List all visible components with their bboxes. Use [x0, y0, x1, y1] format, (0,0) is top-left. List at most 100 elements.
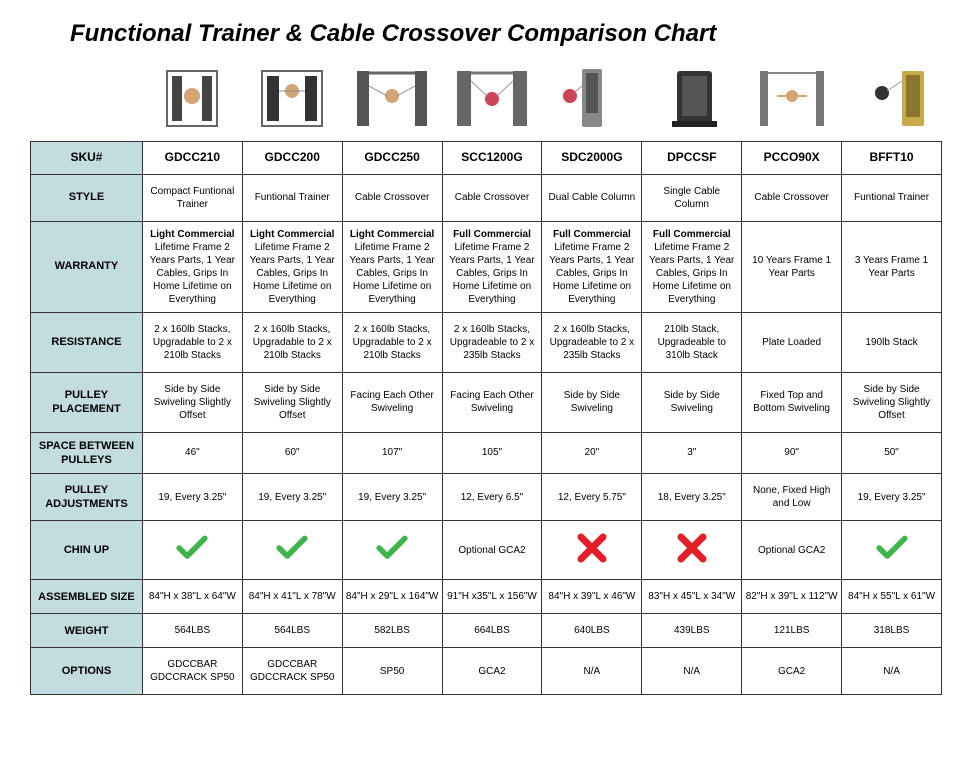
data-cell: 84"H x 29"L x 164"W [342, 580, 442, 614]
data-cell: 46" [142, 432, 242, 474]
data-cell [242, 521, 342, 580]
data-cell [642, 521, 742, 580]
data-cell: Side by Side Swiveling Slightly Offset [842, 372, 942, 432]
product-image [842, 56, 942, 141]
data-cell: 121LBS [742, 614, 842, 648]
data-cell: 12, Every 5.75" [542, 474, 642, 521]
data-cell: 582LBS [342, 614, 442, 648]
data-cell: GDCC210 [142, 142, 242, 175]
data-cell: 12, Every 6.5" [442, 474, 542, 521]
comparison-table: SKU#GDCC210GDCC200GDCC250SCC1200GSDC2000… [30, 141, 942, 695]
data-cell: 19, Every 3.25" [342, 474, 442, 521]
data-cell: Optional GCA2 [742, 521, 842, 580]
data-cell: 84"H x 41"L x 78"W [242, 580, 342, 614]
data-cell: N/A [542, 648, 642, 695]
row-header: SPACE BETWEEN PULLEYS [31, 432, 143, 474]
data-cell: 2 x 160lb Stacks, Upgradable to 2 x 210l… [342, 312, 442, 372]
product-image [642, 56, 742, 141]
data-cell: 82"H x 39"L x 112"W [742, 580, 842, 614]
data-cell: Dual Cable Column [542, 174, 642, 221]
data-cell: GDCCBAR GDCCRACK SP50 [142, 648, 242, 695]
data-cell: 2 x 160lb Stacks, Upgradable to 2 x 210l… [242, 312, 342, 372]
row-header: PULLEY PLACEMENT [31, 372, 143, 432]
data-cell: Funtional Trainer [242, 174, 342, 221]
data-cell: Side by Side Swiveling [642, 372, 742, 432]
data-cell: 564LBS [242, 614, 342, 648]
data-cell: 19, Every 3.25" [142, 474, 242, 521]
data-cell: 318LBS [842, 614, 942, 648]
data-cell: Compact Funtional Trainer [142, 174, 242, 221]
data-cell: SP50 [342, 648, 442, 695]
data-cell: GDCCBAR GDCCRACK SP50 [242, 648, 342, 695]
data-cell: 2 x 160lb Stacks, Upgradeable to 2 x 235… [442, 312, 542, 372]
data-cell: GCA2 [442, 648, 542, 695]
data-cell: Cable Crossover [342, 174, 442, 221]
row-header: RESISTANCE [31, 312, 143, 372]
data-cell: 210lb Stack, Upgradeable to 310lb Stack [642, 312, 742, 372]
data-cell: 10 Years Frame 1 Year Parts [742, 221, 842, 312]
data-cell: BFFT10 [842, 142, 942, 175]
page-title: Functional Trainer & Cable Crossover Com… [70, 20, 950, 48]
product-images-row [142, 56, 950, 141]
data-cell: 664LBS [442, 614, 542, 648]
data-cell: Light CommercialLifetime Frame 2 Years P… [242, 221, 342, 312]
product-image [342, 56, 442, 141]
row-header: CHIN UP [31, 521, 143, 580]
data-cell: 105" [442, 432, 542, 474]
data-cell: SDC2000G [542, 142, 642, 175]
data-cell: Full CommercialLifetime Frame 2 Years Pa… [642, 221, 742, 312]
data-cell: 640LBS [542, 614, 642, 648]
data-cell: Facing Each Other Swiveling [342, 372, 442, 432]
data-cell: 190lb Stack [842, 312, 942, 372]
product-image [142, 56, 242, 141]
row-header: OPTIONS [31, 648, 143, 695]
data-cell: Cable Crossover [742, 174, 842, 221]
data-cell: PCCO90X [742, 142, 842, 175]
product-image [242, 56, 342, 141]
data-cell: Full CommercialLifetime Frame 2 Years Pa… [542, 221, 642, 312]
data-cell: Side by Side Swiveling [542, 372, 642, 432]
data-cell: GDCC250 [342, 142, 442, 175]
check-icon [376, 535, 408, 561]
data-cell: 564LBS [142, 614, 242, 648]
data-cell: DPCCSF [642, 142, 742, 175]
data-cell: 20" [542, 432, 642, 474]
product-image [742, 56, 842, 141]
data-cell: 2 x 160lb Stacks, Upgradeable to 2 x 235… [542, 312, 642, 372]
data-cell: Facing Each Other Swiveling [442, 372, 542, 432]
data-cell: N/A [842, 648, 942, 695]
row-header: ASSEMBLED SIZE [31, 580, 143, 614]
data-cell: 107" [342, 432, 442, 474]
product-image [442, 56, 542, 141]
data-cell: 19, Every 3.25" [242, 474, 342, 521]
x-icon [677, 533, 707, 563]
data-cell: 3" [642, 432, 742, 474]
row-header: SKU# [31, 142, 143, 175]
data-cell: Light CommercialLifetime Frame 2 Years P… [142, 221, 242, 312]
data-cell: Fixed Top and Bottom Swiveling [742, 372, 842, 432]
data-cell: 439LBS [642, 614, 742, 648]
row-header: PULLEY ADJUSTMENTS [31, 474, 143, 521]
data-cell [542, 521, 642, 580]
data-cell: 60" [242, 432, 342, 474]
data-cell: Single Cable Column [642, 174, 742, 221]
data-cell: Light CommercialLifetime Frame 2 Years P… [342, 221, 442, 312]
row-header: WARRANTY [31, 221, 143, 312]
data-cell: 90" [742, 432, 842, 474]
data-cell: 83"H x 45"L x 34"W [642, 580, 742, 614]
data-cell [142, 521, 242, 580]
data-cell: N/A [642, 648, 742, 695]
check-icon [876, 535, 908, 561]
data-cell [342, 521, 442, 580]
data-cell: Funtional Trainer [842, 174, 942, 221]
check-icon [176, 535, 208, 561]
data-cell: 91"H x35"L x 156"W [442, 580, 542, 614]
data-cell: 50" [842, 432, 942, 474]
row-header: WEIGHT [31, 614, 143, 648]
product-image [542, 56, 642, 141]
data-cell: 19, Every 3.25" [842, 474, 942, 521]
data-cell: 84"H x 39"L x 46"W [542, 580, 642, 614]
data-cell: Side by Side Swiveling Slightly Offset [142, 372, 242, 432]
data-cell: 84"H x 55"L x 61"W [842, 580, 942, 614]
row-header: STYLE [31, 174, 143, 221]
